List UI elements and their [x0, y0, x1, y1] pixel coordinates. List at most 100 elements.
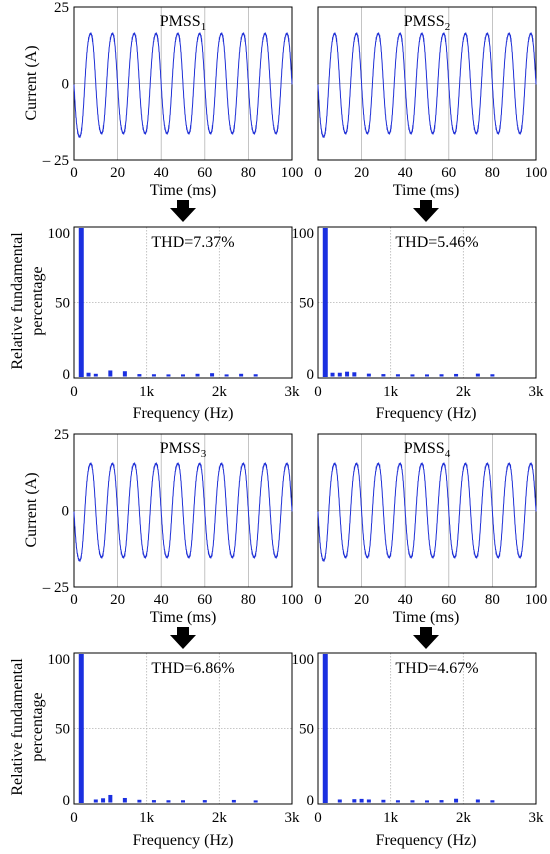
harmonic-bar — [322, 654, 328, 803]
harmonic-bar — [475, 799, 480, 803]
harmonic-bar — [337, 799, 342, 803]
row1-left-time-xlabel: Time (ms) — [150, 182, 217, 199]
panel-4: THD=5.46% 0 1k 2k 3k 100 50 0 — [292, 226, 545, 400]
x-tick-label: 80 — [485, 165, 500, 181]
x-tick-label: 100 — [281, 592, 304, 608]
y-tick-label: 0 — [62, 504, 70, 520]
x-tick-label: 60 — [441, 165, 456, 181]
x-tick-label: 0 — [314, 384, 322, 400]
harmonic-bar — [231, 799, 236, 803]
panel-title-main: PMSS — [160, 13, 201, 30]
row1-left-freq-xlabel: Frequency (Hz) — [133, 405, 234, 422]
row1-spectrum-ylabel-line2: percentage — [29, 266, 46, 335]
x-tick-label: 0 — [70, 165, 78, 181]
harmonic-bar — [93, 799, 98, 803]
x-tick-label: 40 — [154, 592, 169, 608]
harmonic-bar — [490, 800, 495, 803]
panel-title-subscript: 2 — [445, 21, 451, 33]
harmonic-bar — [202, 800, 207, 803]
harmonic-bar — [366, 373, 371, 377]
panel-7: THD=6.86% 0 1k 2k 3k 100 50 0 — [48, 652, 301, 826]
x-tick-label: 40 — [398, 592, 413, 608]
panel-3: THD=7.37% 0 1k 2k 3k 100 50 0 — [48, 226, 301, 400]
harmonic-bar — [475, 373, 480, 377]
harmonic-bar — [337, 372, 342, 377]
x-tick-label: 100 — [281, 165, 304, 181]
panel-title: PMSS3 — [160, 440, 207, 460]
harmonic-bar — [454, 798, 459, 803]
current-waveform-series — [73, 462, 293, 562]
x-tick-label: 60 — [441, 592, 456, 608]
harmonic-bar — [137, 799, 142, 803]
harmonic-bar — [78, 228, 84, 377]
harmonic-bar — [224, 374, 229, 377]
harmonic-bar — [425, 800, 429, 803]
harmonic-bar — [425, 374, 429, 377]
panel-title-main: PMSS — [404, 13, 445, 30]
row1-current-ylabel: Current (A) — [23, 45, 40, 120]
harmonic-bar — [410, 800, 415, 803]
panel-title: PMSS2 — [404, 13, 450, 33]
panel-title: PMSS1 — [160, 13, 206, 33]
y-tick-label: – 25 — [42, 153, 69, 169]
current-waveform-series — [73, 32, 293, 138]
y-tick-label: 50 — [299, 296, 314, 312]
harmonic-bar — [345, 371, 350, 377]
harmonic-bar — [108, 794, 113, 803]
x-tick-label: 40 — [154, 165, 169, 181]
harmonic-bar — [239, 373, 244, 377]
y-tick-label: 100 — [48, 652, 71, 668]
y-tick-label: 50 — [55, 722, 70, 738]
thd-value: THD=4.67% — [395, 660, 478, 677]
x-tick-label: 2k — [456, 810, 472, 826]
harmonic-bar — [166, 800, 171, 803]
y-tick-label: 0 — [63, 793, 71, 809]
down-arrow-icon — [170, 200, 196, 222]
x-tick-label: 0 — [70, 384, 78, 400]
y-tick-label: 50 — [55, 296, 70, 312]
row1-right-time-xlabel: Time (ms) — [393, 182, 460, 199]
row1-spectrum-ylabel-line1: Relative fundamental — [9, 232, 26, 370]
current-waveform-series — [317, 462, 537, 562]
harmonic-bar — [381, 799, 386, 803]
down-arrow-icon — [413, 200, 439, 222]
axes-frame — [73, 652, 293, 805]
axes-frame — [317, 226, 537, 379]
harmonic-bar — [101, 798, 106, 803]
harmonic-bar — [253, 800, 258, 803]
axes-frame — [317, 652, 537, 805]
harmonic-bar — [395, 374, 400, 377]
harmonic-bar — [86, 372, 91, 377]
panel-title: PMSS4 — [404, 440, 451, 460]
panel-title-main: PMSS — [160, 440, 201, 457]
panel-title-main: PMSS — [404, 440, 445, 457]
x-tick-label: 20 — [354, 592, 369, 608]
x-tick-label: 0 — [314, 810, 322, 826]
row2-spectrum-ylabel-line1: Relative fundamental — [9, 658, 26, 796]
x-tick-label: 80 — [241, 165, 256, 181]
x-tick-label: 60 — [197, 592, 212, 608]
harmonic-bar — [122, 797, 127, 803]
harmonic-bar — [93, 373, 98, 377]
down-arrow-icon — [413, 627, 439, 649]
x-tick-label: 0 — [70, 810, 78, 826]
harmonic-bar — [352, 799, 357, 803]
row2-left-freq-xlabel: Frequency (Hz) — [133, 832, 234, 849]
x-tick-label: 1k — [139, 810, 155, 826]
y-tick-label: 0 — [62, 77, 70, 93]
thd-value: THD=5.46% — [395, 234, 478, 251]
x-tick-label: 80 — [241, 592, 256, 608]
x-tick-label: 2k — [212, 810, 228, 826]
y-tick-label: 50 — [299, 722, 314, 738]
harmonic-bar — [366, 799, 371, 803]
row2-left-time-xlabel: Time (ms) — [150, 609, 217, 626]
y-tick-label: 100 — [292, 652, 315, 668]
x-tick-label: 3k — [529, 810, 545, 826]
x-tick-label: 40 — [398, 165, 413, 181]
thd-value: THD=7.37% — [151, 234, 234, 251]
panel-title-subscript: 1 — [201, 21, 207, 33]
harmonic-bar — [454, 373, 459, 377]
harmonic-bar — [181, 374, 185, 377]
